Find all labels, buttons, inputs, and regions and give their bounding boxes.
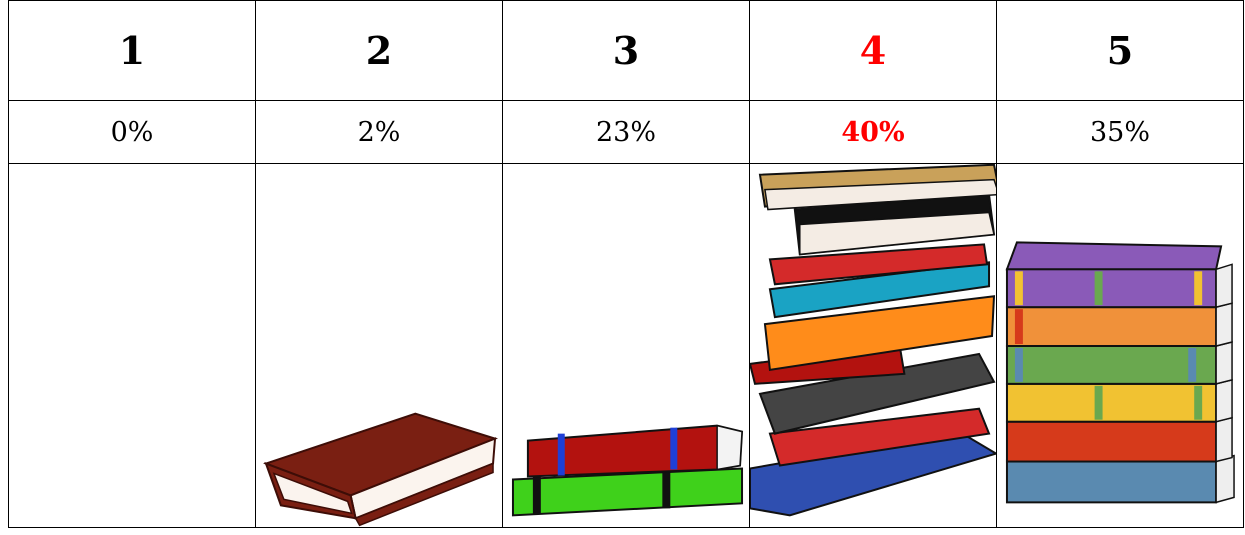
rating-header-5: 5 [996, 0, 1244, 101]
illustration-cell-3 [502, 163, 750, 528]
rating-header-1: 1 [8, 0, 256, 101]
percent-5: 35% [996, 100, 1244, 164]
rating-header-row: 1 2 3 4 5 [8, 0, 1244, 101]
percent-row: 0% 2% 23% 40% 35% [8, 100, 1244, 164]
percent-1: 0% [8, 100, 256, 164]
illustration-cell-2 [255, 163, 503, 528]
rating-header-4: 4 [749, 0, 997, 101]
percent-3: 23% [502, 100, 750, 164]
illustration-row [8, 163, 1244, 528]
illustration-cell-5 [996, 163, 1244, 528]
illustration-cell-1 [8, 163, 256, 528]
percent-2: 2% [255, 100, 503, 164]
illustration-cell-4 [749, 163, 997, 528]
percent-4: 40% [749, 100, 997, 164]
rating-header-3: 3 [502, 0, 750, 101]
six-book-stack-icon [1005, 241, 1235, 504]
rating-distribution-table: 1 2 3 4 5 0% 2% 23% 40% 35% [8, 0, 1244, 528]
single-book-icon [262, 412, 499, 527]
rating-header-2: 2 [255, 0, 503, 101]
two-books-icon [511, 424, 744, 517]
tall-book-stack-icon [750, 164, 996, 517]
